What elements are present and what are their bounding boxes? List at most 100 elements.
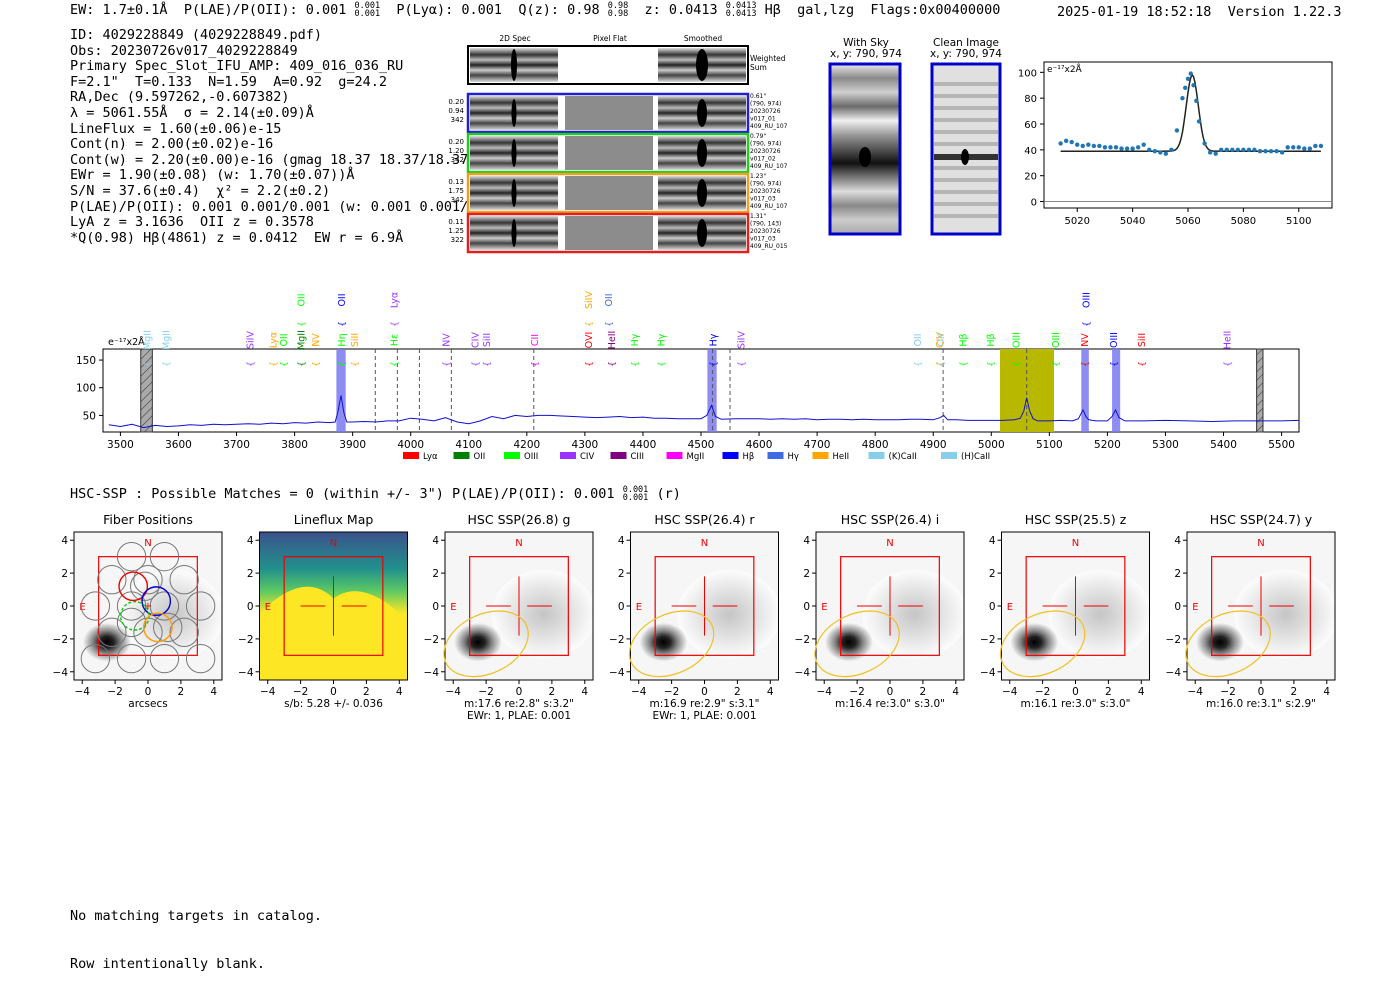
weighted-label: Weighted — [750, 54, 786, 63]
x-tick-label: 5300 — [1152, 439, 1179, 451]
x-tick-label: 4 — [581, 686, 588, 698]
info-line: Obs: 20230726v017_4029228849 — [70, 42, 298, 59]
galaxy-halo — [862, 569, 967, 659]
y-tick-label: 80 — [1024, 94, 1037, 105]
line-label-brace: { — [1081, 361, 1091, 367]
line-label: Hη — [337, 333, 348, 346]
east-label: E — [821, 602, 827, 613]
y-tick-label: −4 — [238, 667, 254, 679]
line-label-brace: { — [1138, 361, 1148, 367]
line-label: SiIV — [245, 331, 256, 349]
x-tick-label: 5080 — [1231, 216, 1256, 227]
legend-swatch — [941, 452, 957, 459]
line-label: MgII — [296, 330, 307, 350]
line-label-brace: { — [1052, 361, 1062, 367]
weighted-label: Sum — [750, 63, 767, 72]
emission-blob — [697, 99, 707, 127]
x-tick-label: −2 — [849, 686, 864, 698]
data-point — [1302, 146, 1307, 151]
clean-xy: x, y: 790, 974 — [930, 48, 1002, 60]
north-label: N — [1072, 538, 1079, 549]
x-tick-label: 5100 — [1036, 439, 1063, 451]
exposure-pixelflat — [565, 136, 653, 170]
emission-blob — [697, 219, 707, 247]
frac-sub: 0.001 — [622, 493, 649, 503]
x-tick-label: 0 — [145, 686, 152, 698]
x-tick-label: 0 — [330, 686, 337, 698]
data-point — [1207, 150, 1213, 155]
clean-title: Clean Image — [932, 37, 1000, 49]
y-tick-label: 0 — [61, 601, 68, 613]
fiber-highlight-blue — [141, 586, 172, 616]
galaxy-ellipse — [999, 610, 1086, 678]
fiber-circle — [116, 607, 147, 638]
line-label-brace: { — [483, 361, 493, 367]
data-point — [1183, 85, 1188, 91]
panel-title: HSC SSP(26.4) i — [841, 512, 939, 527]
clean-noise-band — [934, 82, 998, 86]
y-unit-label: e⁻¹⁷x2Å — [1047, 63, 1083, 75]
line-label-brace: { — [710, 361, 720, 367]
x-tick-label: 3500 — [107, 439, 134, 451]
exposure-right-label: v017_02 — [750, 156, 776, 163]
line-label: OIII — [1109, 332, 1120, 348]
exposure-right-label: (790, 974) — [750, 181, 781, 188]
panel-3: HSC SSP(26.8) g N E −4 −4 −2 −2 0 0 2 2 4 4 m:17.6 re… — [424, 512, 596, 722]
legend-swatch — [504, 452, 520, 459]
exposure-left-label: 1.25 — [448, 227, 464, 235]
with-sky-label: With Sky x, y: 790, 974 — [820, 38, 912, 60]
legend-swatch — [722, 452, 739, 459]
data-point — [1119, 146, 1124, 151]
data-point — [1296, 145, 1301, 150]
y-tick-label: −2 — [795, 634, 810, 646]
north-label: N — [886, 538, 893, 549]
data-point — [1185, 76, 1191, 81]
frac-sup: 0.001 — [354, 1, 381, 11]
data-point — [1188, 71, 1193, 76]
data-point — [1058, 141, 1063, 146]
cutouts-svg — [828, 62, 1002, 236]
data-point — [1075, 142, 1080, 147]
line-label-brace: { — [1082, 321, 1092, 327]
data-point — [1097, 143, 1102, 149]
frac-sub: 0.0413 — [725, 9, 757, 19]
info-line: λ = 5061.55Å σ = 2.14(±0.09)Å — [70, 104, 314, 121]
panel-title: HSC SSP(26.8) g — [468, 512, 571, 527]
data-point — [1230, 147, 1235, 153]
source-blob — [961, 149, 969, 165]
exposure-left-label: 342 — [451, 196, 464, 204]
x-tick-label: 4100 — [455, 439, 482, 451]
exposure-right-label: v017_01 — [750, 116, 776, 123]
galaxy-ellipse — [628, 610, 715, 678]
data-point — [1291, 145, 1296, 150]
info-line: Cont(w) = 2.20(±0.00)e-16 (gmag 18.37 18… — [70, 151, 477, 168]
line-label-brace: { — [280, 361, 290, 367]
data-point — [1158, 150, 1163, 155]
y-tick-label: 40 — [1024, 146, 1037, 157]
fiber-circle — [149, 643, 180, 674]
y-tick-label: 4 — [618, 535, 625, 547]
fiber-circle — [116, 643, 147, 674]
y-tick-label: 4 — [1174, 535, 1181, 547]
line-label: OII — [296, 293, 307, 306]
fit-window-band — [1000, 349, 1054, 432]
emission-blob — [511, 49, 517, 81]
line-label: OII — [337, 293, 348, 306]
line-band — [1112, 349, 1121, 432]
line-label: SiII — [350, 333, 361, 347]
line-label-brace: { — [1223, 361, 1233, 367]
x-tick-label: 0 — [516, 686, 523, 698]
legend-swatch — [666, 452, 683, 459]
y-tick-label: −4 — [1166, 667, 1182, 679]
data-point — [1263, 148, 1268, 154]
east-label: E — [450, 602, 456, 613]
line-label-brace: { — [987, 361, 997, 367]
info-line: EWr = 1.90(±0.08) (w: 1.70(±0.07))Å — [70, 167, 355, 184]
y-tick-label: −4 — [424, 667, 440, 679]
x-tick-label: −4 — [260, 686, 276, 698]
fiber-circle — [149, 541, 180, 572]
exposure-right-label: 20230726 — [750, 188, 781, 195]
line-label: HeII — [1222, 331, 1233, 350]
line-label-brace: { — [959, 361, 969, 367]
clean-noise-band — [934, 142, 998, 146]
